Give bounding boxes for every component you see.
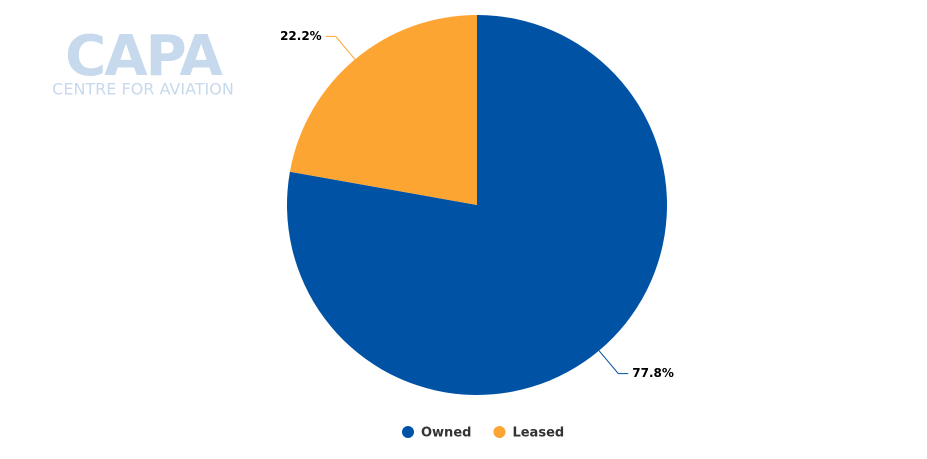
data-label: 77.8% [632,366,674,380]
connector [325,35,356,60]
watermark-subtitle: CENTRE FOR AVIATION [52,80,234,99]
legend-marker [402,426,414,438]
data-label: 22.2% [280,29,322,43]
legend-marker [493,426,506,438]
pie-slice [289,15,477,205]
legend-label: Leased [512,426,564,441]
watermark-title: CAPA [65,24,223,89]
connector [598,350,629,375]
pie-slice [286,15,667,395]
legend-label: Owned [421,426,471,441]
